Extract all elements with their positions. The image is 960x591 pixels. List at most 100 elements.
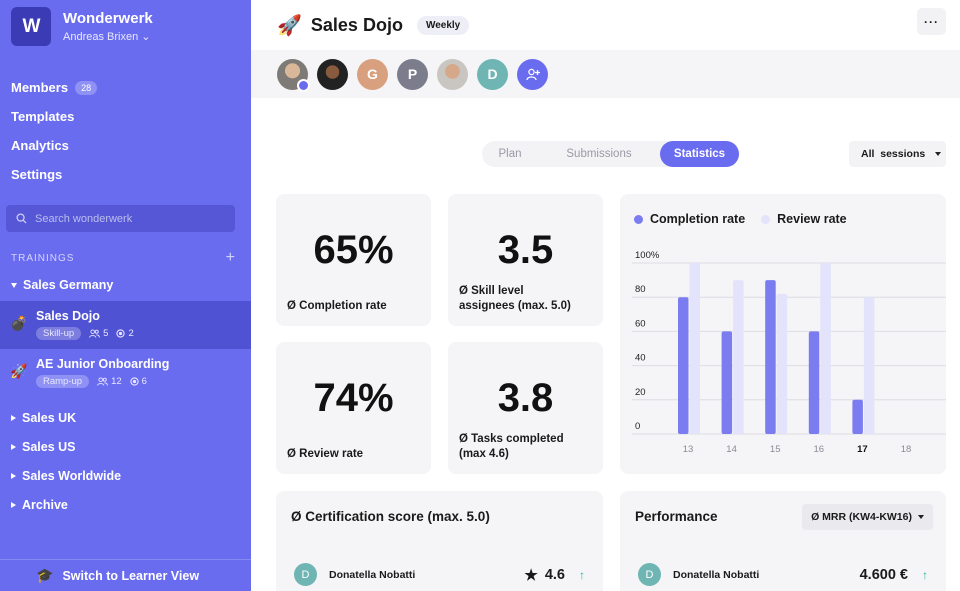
stat-card-completion-rate: 65% Ø Completion rate <box>276 194 431 326</box>
caret-right-icon <box>11 502 16 508</box>
metric-select-value: Ø MRR (KW4-KW16) <box>811 511 912 523</box>
page-header: 🚀 Sales Dojo Weekly ··· <box>251 0 960 50</box>
x-tick-label: 17 <box>857 444 868 455</box>
bar-review <box>863 297 875 434</box>
training-type-tag: Ramp-up <box>36 375 90 388</box>
switch-to-learner-view-button[interactable]: 🎓 Switch to Learner View <box>0 559 251 591</box>
session-filter-select[interactable]: All sessions <box>849 141 946 167</box>
workspace-name: Wonderwerk <box>63 10 153 27</box>
avatar[interactable] <box>437 58 468 90</box>
add-training-icon[interactable]: + <box>225 249 236 266</box>
arrow-up-icon: ↑ <box>922 567 928 582</box>
group-sales-germany[interactable]: Sales Germany <box>11 278 113 292</box>
session-filter-value: All sessions <box>861 148 926 160</box>
list-item[interactable]: D Donatella Nobatti ★ 4.6 ↑ <box>294 563 585 586</box>
card-title: Performance <box>635 509 718 524</box>
footer-label: Switch to Learner View <box>62 568 200 583</box>
arrow-up-icon: ↑ <box>579 567 585 582</box>
group-sales-uk[interactable]: Sales UK <box>11 411 76 425</box>
sidebar-item-settings[interactable]: Settings <box>11 167 63 182</box>
group-archive[interactable]: Archive <box>11 498 68 512</box>
avatar[interactable]: D <box>477 58 508 90</box>
participants-bar: G P D <box>251 50 960 98</box>
x-tick-label: 16 <box>814 444 825 455</box>
training-item-sales-dojo[interactable]: 💣 Sales Dojo Skill-up 5 2 <box>0 301 251 349</box>
legend-item-review[interactable]: Review rate <box>761 212 847 226</box>
group-sales-us[interactable]: Sales US <box>11 440 76 454</box>
sessions-count: 2 <box>116 328 134 339</box>
more-options-button[interactable]: ··· <box>917 8 946 35</box>
graduation-cap-icon: 🎓 <box>36 567 54 583</box>
target-icon <box>130 377 139 386</box>
tab-plan[interactable]: Plan <box>498 148 522 160</box>
people-icon <box>97 377 108 386</box>
mrr-value: 4.600 € <box>859 566 908 583</box>
people-icon <box>89 329 101 338</box>
caret-down-icon <box>11 282 17 288</box>
search-input[interactable]: Search wonderwerk <box>6 205 235 232</box>
group-label: Sales Worldwide <box>22 469 122 483</box>
training-title: AE Junior Onboarding <box>36 357 170 371</box>
search-placeholder: Search wonderwerk <box>35 212 133 225</box>
bar-review <box>689 263 700 434</box>
legend-label: Completion rate <box>650 212 746 226</box>
sidebar-item-analytics[interactable]: Analytics <box>11 138 69 153</box>
avatar[interactable] <box>317 58 348 90</box>
stat-label: Ø Tasks completed (max 4.6) <box>459 433 564 460</box>
legend-swatch <box>634 214 643 224</box>
caret-down-icon <box>935 152 942 156</box>
stat-label: Ø Review rate <box>287 448 364 460</box>
stat-label: Ø Completion rate <box>287 300 387 312</box>
person-name: Donatella Nobatti <box>673 568 760 581</box>
target-icon <box>116 329 126 338</box>
view-tabs: Plan Submissions Statistics <box>482 141 739 167</box>
stat-value: 74% <box>313 376 394 420</box>
y-tick-label: 100% <box>635 250 660 261</box>
bar-review <box>820 263 831 434</box>
x-tick-label: 18 <box>901 444 912 455</box>
sidebar-item-templates[interactable]: Templates <box>11 109 75 124</box>
stat-label: Ø Skill level assignees (max. 5.0) <box>459 285 571 312</box>
list-item[interactable]: D Donatella Nobatti 4.600 € ↑ <box>638 563 928 586</box>
workspace-logo: W <box>11 7 51 46</box>
group-label: Sales UK <box>22 411 77 425</box>
chart-legend: Completion rate Review rate <box>634 212 863 226</box>
sessions-count: 6 <box>130 376 147 387</box>
bar-completion <box>721 331 733 434</box>
add-user-icon <box>525 68 540 80</box>
legend-item-completion[interactable]: Completion rate <box>634 212 745 226</box>
stat-value: 3.5 <box>497 228 554 272</box>
sidebar-item-members[interactable]: Members 28 <box>11 73 98 102</box>
legend-label: Review rate <box>777 212 847 226</box>
sidebar-item-label: Members <box>11 80 69 95</box>
rocket-icon: 🚀 <box>10 363 28 379</box>
group-label: Sales US <box>22 440 76 454</box>
trainings-label: TRAININGS <box>11 252 75 264</box>
y-tick-label: 20 <box>635 387 646 398</box>
avatar[interactable] <box>277 58 310 92</box>
caret-right-icon <box>11 444 16 450</box>
star-icon: ★ <box>524 566 538 584</box>
performance-card: Performance Ø MRR (KW4-KW16) D Donatella… <box>620 491 946 591</box>
training-item-ae-junior-onboarding[interactable]: 🚀 AE Junior Onboarding Ramp-up 12 6 <box>0 349 251 397</box>
caret-right-icon <box>11 473 16 479</box>
card-title: Ø Certification score (max. 5.0) <box>291 509 490 524</box>
x-tick-label: 14 <box>726 444 737 455</box>
bar-completion <box>808 331 820 434</box>
stat-value: 3.8 <box>497 376 554 420</box>
group-sales-worldwide[interactable]: Sales Worldwide <box>11 469 121 483</box>
y-tick-label: 40 <box>635 353 646 364</box>
stat-card-review-rate: 74% Ø Review rate <box>276 342 431 474</box>
person-name: Donatella Nobatti <box>329 568 416 581</box>
members-count-badge: 28 <box>75 80 98 95</box>
stat-card-skill-level: 3.5 Ø Skill level assignees (max. 5.0) <box>448 194 603 326</box>
current-user: Andreas Brixen ⌄ <box>63 31 151 43</box>
stat-value: 65% <box>313 228 394 272</box>
tab-submissions[interactable]: Submissions <box>566 148 632 160</box>
add-member-button[interactable] <box>517 58 548 90</box>
avatar[interactable]: G <box>357 58 388 90</box>
workspace-switcher[interactable]: W Wonderwerk Andreas Brixen ⌄ <box>11 7 153 46</box>
avatar[interactable]: P <box>397 58 428 90</box>
metric-select[interactable]: Ø MRR (KW4-KW16) <box>802 504 933 530</box>
tab-statistics[interactable]: Statistics <box>660 141 739 167</box>
